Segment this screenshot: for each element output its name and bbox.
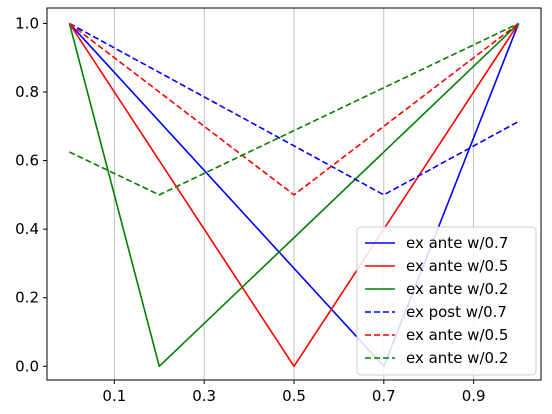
series-line-3: [69, 22, 519, 196]
x-tick-label: 0.1: [102, 387, 126, 405]
x-axis-ticks: 0.1 0.3 0.5 0.7 0.9: [102, 380, 486, 405]
x-tick-label: 0.5: [282, 387, 306, 405]
x-tick-label: 0.3: [192, 387, 216, 405]
legend-label-4: ex ante w/0.5: [406, 326, 508, 344]
legend-label-3: ex post w/0.7: [406, 303, 507, 321]
legend-label-0: ex ante w/0.7: [406, 234, 508, 252]
legend: ex ante w/0.7 ex ante w/0.5 ex ante w/0.2 e…: [356, 226, 537, 376]
y-tick-label: 0.2: [15, 289, 39, 307]
legend-box: [356, 226, 537, 376]
y-tick-label: 1.0: [15, 14, 39, 32]
x-tick-label: 0.7: [372, 387, 396, 405]
y-axis-ticks: 0.0 0.2 0.4 0.6 0.8 1.0: [15, 14, 47, 375]
series-line-5: [69, 22, 519, 196]
y-tick-label: 0.8: [15, 83, 39, 101]
legend-label-1: ex ante w/0.5: [406, 257, 508, 275]
y-tick-label: 0.4: [15, 220, 39, 238]
y-tick-label: 0.0: [15, 357, 39, 375]
x-tick-label: 0.9: [462, 387, 486, 405]
series-line-1: [68, 22, 520, 368]
series-line-2: [68, 22, 520, 368]
legend-label-2: ex ante w/0.2: [406, 280, 508, 298]
legend-label-5: ex ante w/0.2: [406, 349, 508, 367]
series-line-4: [68, 22, 520, 196]
y-tick-label: 0.6: [15, 152, 39, 170]
